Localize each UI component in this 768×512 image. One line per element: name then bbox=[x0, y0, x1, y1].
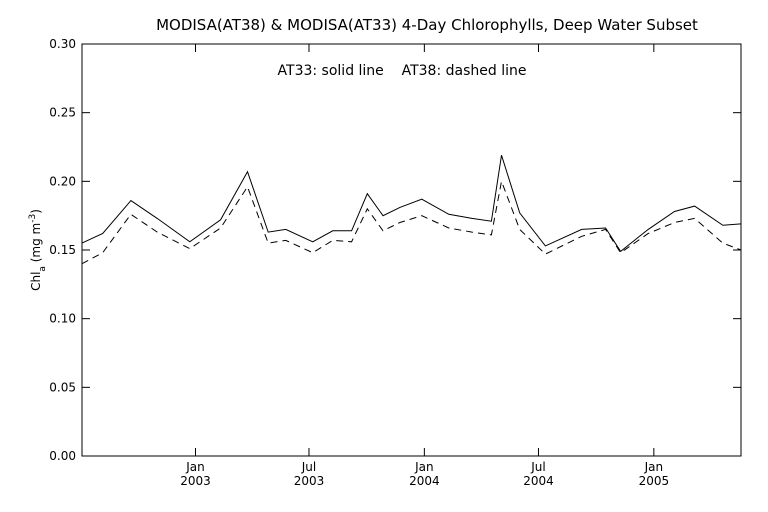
x-tick-label-month: Jan bbox=[185, 460, 205, 474]
x-tick-label-year: 2004 bbox=[409, 474, 440, 488]
x-tick-label-month: Jan bbox=[414, 460, 434, 474]
y-axis-label-units: (mg m bbox=[29, 223, 43, 266]
series-layer bbox=[81, 155, 742, 265]
x-tick-label-month: Jan bbox=[644, 460, 664, 474]
y-tick-label: 0.30 bbox=[49, 37, 76, 51]
x-tick-label-year: 2003 bbox=[294, 474, 325, 488]
y-axis-label: Chla (mg m-3) bbox=[28, 209, 48, 291]
series-line-at38 bbox=[81, 179, 742, 265]
y-tick-label: 0.10 bbox=[49, 312, 76, 326]
x-tick-label-year: 2003 bbox=[180, 474, 211, 488]
y-axis-label-exponent: -3 bbox=[28, 214, 38, 223]
y-axis-label-base: Chl bbox=[29, 272, 43, 291]
plot-frame bbox=[81, 43, 742, 457]
y-tick-label: 0.05 bbox=[49, 380, 76, 394]
y-tick-label: 0.20 bbox=[49, 174, 76, 188]
line-style-annotation: AT33: solid line AT38: dashed line bbox=[278, 63, 527, 79]
x-tick-label-year: 2004 bbox=[523, 474, 554, 488]
y-tick-label: 0.00 bbox=[49, 449, 76, 463]
x-tick-label-year: 2005 bbox=[639, 474, 670, 488]
x-tick-label-month: Jul bbox=[301, 460, 316, 474]
y-axis: 0.00 0.05 0.10 0.15 0.20 0.25 0.30 bbox=[49, 37, 741, 463]
y-axis-label-close: ) bbox=[29, 209, 43, 214]
y-axis-label-subscript: a bbox=[38, 266, 48, 272]
y-tick-label: 0.15 bbox=[49, 243, 76, 257]
y-tick-label: 0.25 bbox=[49, 106, 76, 120]
chart-title: MODISA(AT38) & MODISA(AT33) 4-Day Chloro… bbox=[156, 16, 698, 34]
x-tick-label-month: Jul bbox=[530, 460, 545, 474]
series-line-at33 bbox=[81, 155, 742, 253]
